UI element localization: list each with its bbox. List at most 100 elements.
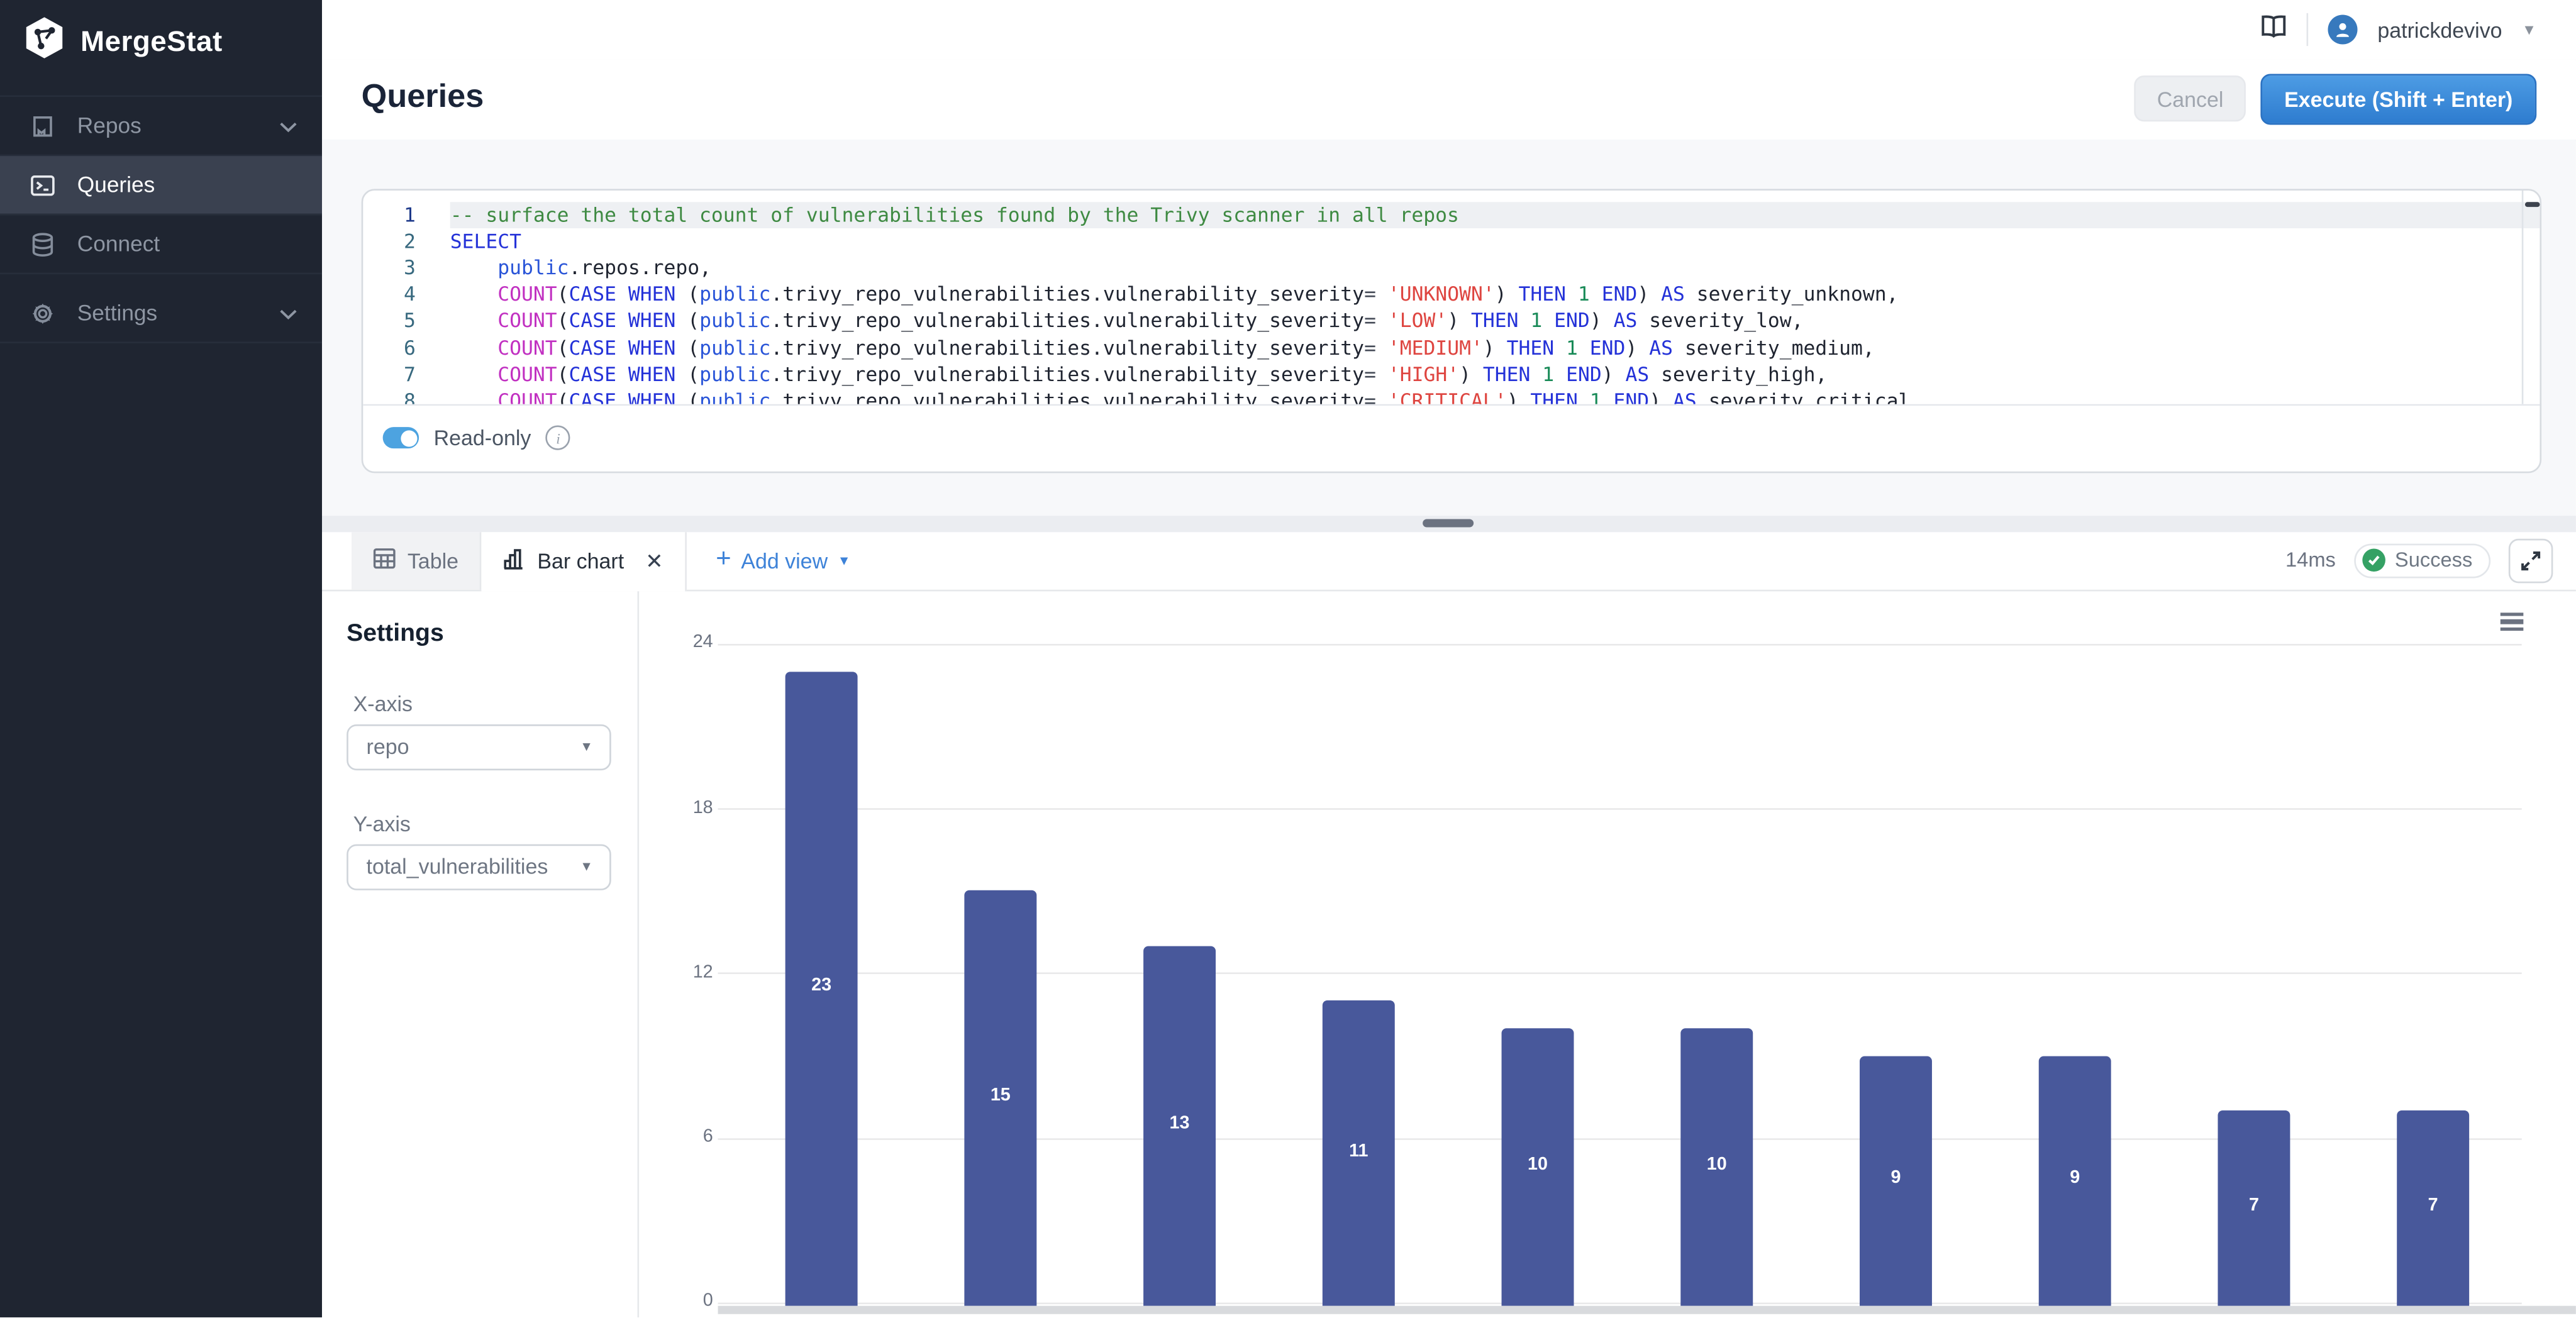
code-line-content: public.repos.repo,: [497, 256, 712, 280]
bar[interactable]: [1143, 946, 1216, 1307]
code-line-content: SELECT: [450, 230, 522, 253]
sidebar-nav: Repos Queries: [0, 95, 322, 343]
info-icon[interactable]: i: [545, 426, 571, 451]
select-caret-icon: ▼: [580, 739, 594, 755]
close-tab-icon[interactable]: ✕: [645, 548, 663, 573]
code-line-content: COUNT(CASE WHEN (public.trivy_repo_vulne…: [497, 336, 1875, 359]
line-number: 2: [403, 230, 416, 253]
line-number: 8: [403, 389, 416, 406]
y-tick-label: 0: [702, 1292, 713, 1312]
sidebar-item-label: Settings: [77, 301, 158, 326]
sidebar-item-connect[interactable]: Connect: [0, 215, 322, 275]
terminal-icon: [30, 172, 56, 198]
chevron-down-icon: [279, 113, 297, 138]
gridline: [718, 643, 2522, 646]
docs-book-icon[interactable]: [2261, 14, 2287, 46]
execute-button[interactable]: Execute (Shift + Enter): [2261, 74, 2536, 125]
user-menu-caret-icon[interactable]: ▼: [2521, 21, 2537, 38]
gear-icon: [30, 300, 56, 326]
bar-value-label: 13: [1169, 1113, 1190, 1134]
code-lines: 1 -- surface the total count of vulnerabi…: [363, 201, 2540, 406]
gridline: [718, 808, 2522, 811]
code-line[interactable]: 6 COUNT(CASE WHEN (public.trivy_repo_vul…: [363, 335, 2539, 361]
chart-menu-icon[interactable]: [2500, 612, 2524, 634]
x-axis-select[interactable]: repo ▼: [347, 724, 611, 771]
chart-horizontal-scrollbar[interactable]: [718, 1306, 2576, 1315]
y-axis-select[interactable]: total_vulnerabilities ▼: [347, 844, 611, 890]
main-area: patrickdevivo ▼ Queries Cancel Execute (…: [321, 0, 2576, 1318]
bar[interactable]: [1860, 1055, 1932, 1307]
panel-splitter[interactable]: [321, 515, 2576, 532]
cancel-button[interactable]: Cancel: [2134, 76, 2247, 123]
editor-scrollbar-track: [2521, 190, 2523, 404]
code-line[interactable]: 3 public.repos.repo,: [363, 255, 2539, 281]
sidebar-item-repos[interactable]: Repos: [0, 95, 322, 157]
y-tick-label: 12: [692, 962, 713, 983]
gridline: [718, 1138, 2522, 1140]
top-bar: patrickdevivo ▼: [321, 0, 2576, 62]
readonly-label: Read-only: [433, 426, 531, 451]
logo[interactable]: MergeStat: [21, 15, 223, 69]
sidebar-item-queries[interactable]: Queries: [0, 156, 322, 216]
book-icon: [30, 113, 56, 139]
editor-workspace: 1 -- surface the total count of vulnerabi…: [321, 138, 2576, 516]
bar[interactable]: [2218, 1110, 2290, 1307]
user-name[interactable]: patrickdevivo: [2377, 17, 2502, 43]
bar[interactable]: [964, 890, 1037, 1307]
line-number: 3: [403, 256, 416, 280]
code-line[interactable]: 4 COUNT(CASE WHEN (public.trivy_repo_vul…: [363, 281, 2539, 307]
sql-editor[interactable]: 1 -- surface the total count of vulnerabi…: [363, 190, 2540, 406]
line-number: 7: [403, 362, 416, 386]
bar-value-label: 15: [990, 1086, 1011, 1106]
avatar[interactable]: [2328, 14, 2358, 45]
bar-value-label: 10: [1528, 1155, 1548, 1175]
tab-bar-chart[interactable]: Bar chart ✕: [481, 531, 687, 592]
logo-text: MergeStat: [80, 25, 223, 58]
bar-value-label: 9: [1890, 1168, 1901, 1188]
bar[interactable]: [2038, 1055, 2111, 1307]
bar-value-label: 7: [2248, 1195, 2259, 1216]
y-tick-label: 6: [702, 1127, 713, 1147]
bar[interactable]: [2397, 1110, 2470, 1307]
nav-gap: [0, 274, 322, 284]
bar-value-label: 10: [1706, 1155, 1727, 1175]
y-axis-label: Y-axis: [353, 811, 411, 836]
code-line[interactable]: 1 -- surface the total count of vulnerabi…: [363, 201, 2540, 228]
settings-heading: Settings: [347, 619, 444, 648]
bar[interactable]: [1680, 1027, 1753, 1307]
tab-label: Table: [407, 548, 459, 573]
mergestat-logo-icon: [21, 15, 67, 69]
code-line[interactable]: 7 COUNT(CASE WHEN (public.trivy_repo_vul…: [363, 361, 2539, 387]
bar[interactable]: [785, 671, 858, 1307]
bar-value-label: 7: [2428, 1195, 2438, 1216]
sidebar: MergeStat Repos: [0, 0, 322, 1318]
x-axis-label: X-axis: [353, 691, 413, 716]
table-icon: [373, 547, 396, 575]
code-line-content: COUNT(CASE WHEN (public.trivy_repo_vulne…: [497, 282, 1899, 306]
code-line[interactable]: 8 COUNT(CASE WHEN (public.trivy_repo_vul…: [363, 387, 2539, 406]
bar-value-label: 23: [811, 976, 832, 996]
title-bar: Queries Cancel Execute (Shift + Enter): [321, 60, 2576, 141]
check-circle-icon: [2362, 549, 2385, 573]
add-view-button[interactable]: + Add view ▼: [716, 532, 850, 590]
tab-table[interactable]: Table: [352, 531, 482, 590]
bar[interactable]: [1501, 1027, 1574, 1307]
code-line-content: COUNT(CASE WHEN (public.trivy_repo_vulne…: [497, 362, 1828, 386]
topbar-divider: [2307, 13, 2309, 47]
bar[interactable]: [1322, 1000, 1395, 1307]
code-line[interactable]: 2 SELECT: [363, 228, 2539, 255]
bar-chart-icon: [503, 548, 526, 575]
results-panel: Table Bar chart ✕ + Add view ▼: [321, 531, 2576, 1318]
sidebar-item-settings[interactable]: Settings: [0, 284, 322, 343]
editor-scrollbar-thumb[interactable]: [2524, 201, 2540, 208]
sidebar-item-label: Connect: [77, 231, 160, 257]
expand-button[interactable]: [2508, 538, 2553, 584]
status-badge: Success: [2353, 543, 2491, 579]
splitter-handle[interactable]: [1423, 519, 1474, 528]
y-tick-label: 24: [692, 633, 713, 653]
status-text: Success: [2394, 549, 2473, 573]
code-line[interactable]: 5 COUNT(CASE WHEN (public.trivy_repo_vul…: [363, 308, 2539, 335]
plus-icon: +: [716, 545, 731, 573]
readonly-toggle[interactable]: [382, 428, 419, 450]
